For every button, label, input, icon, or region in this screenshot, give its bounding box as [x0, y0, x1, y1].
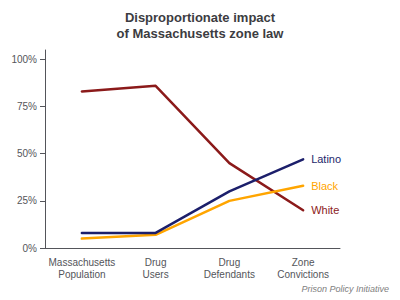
svg-text:Users: Users — [143, 269, 169, 280]
svg-text:Drug: Drug — [145, 257, 167, 268]
svg-text:of Massachusetts zone law: of Massachusetts zone law — [117, 26, 285, 41]
svg-text:Black: Black — [311, 180, 338, 192]
svg-text:Convictions: Convictions — [277, 269, 329, 280]
svg-text:Drug: Drug — [219, 257, 241, 268]
svg-text:White: White — [311, 204, 339, 216]
svg-text:Prison Policy Initiative: Prison Policy Initiative — [301, 284, 389, 294]
svg-text:Latino: Latino — [311, 153, 341, 165]
svg-text:Zone: Zone — [292, 257, 315, 268]
svg-text:0%: 0% — [23, 243, 38, 254]
svg-text:25%: 25% — [17, 195, 37, 206]
svg-text:Massachusetts: Massachusetts — [49, 257, 116, 268]
svg-text:100%: 100% — [11, 54, 37, 65]
svg-text:Population: Population — [58, 269, 105, 280]
svg-text:75%: 75% — [17, 101, 37, 112]
svg-text:50%: 50% — [17, 148, 37, 159]
svg-text:Defendants: Defendants — [204, 269, 255, 280]
svg-text:Disproportionate impact: Disproportionate impact — [125, 10, 276, 25]
